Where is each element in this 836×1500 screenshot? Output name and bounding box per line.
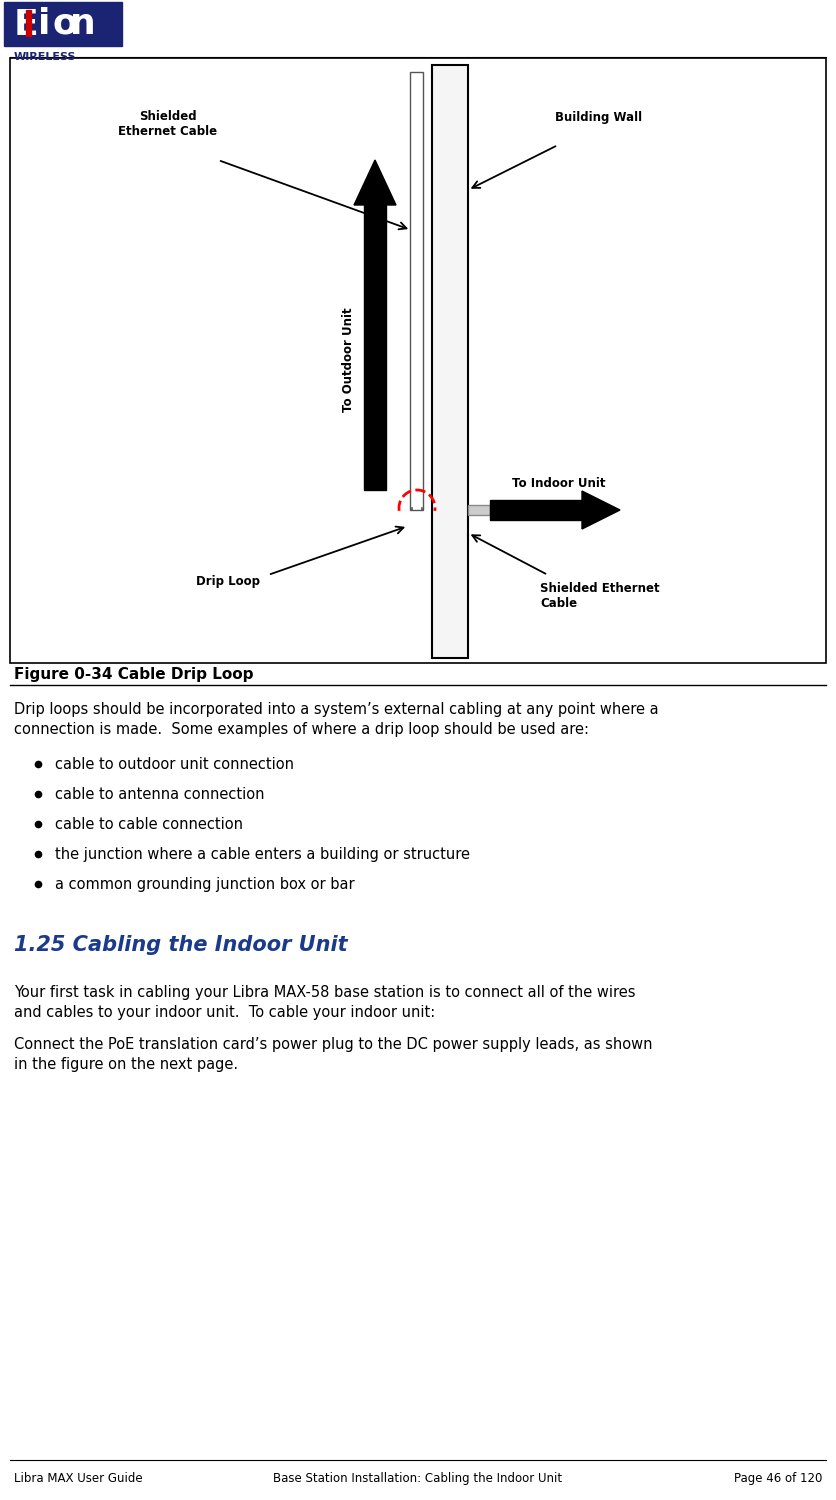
Text: Drip loops should be incorporated into a system’s external cabling at any point : Drip loops should be incorporated into a… [14,702,659,717]
Text: E: E [14,8,38,42]
Text: cable to outdoor unit connection: cable to outdoor unit connection [55,758,294,772]
Text: i: i [38,8,50,40]
Text: o: o [52,8,77,40]
Bar [468,506,490,515]
Text: Shielded Ethernet
Cable: Shielded Ethernet Cable [540,582,660,610]
Text: Shielded
Ethernet Cable: Shielded Ethernet Cable [119,110,217,138]
Text: To Indoor Unit: To Indoor Unit [512,477,605,490]
Text: Figure 0-34 Cable Drip Loop: Figure 0-34 Cable Drip Loop [14,668,253,682]
Bar [26,10,31,36]
Bar [364,206,386,490]
Text: WIRELESS: WIRELESS [14,53,77,62]
Text: in the figure on the next page.: in the figure on the next page. [14,1058,238,1072]
Polygon shape [582,490,620,530]
Text: Your first task in cabling your Libra MAX-58 base station is to connect all of t: Your first task in cabling your Libra MA… [14,986,635,1000]
Bar [490,500,582,520]
Text: and cables to your indoor unit.  To cable your indoor unit:: and cables to your indoor unit. To cable… [14,1005,436,1020]
Text: Base Station Installation: Cabling the Indoor Unit: Base Station Installation: Cabling the I… [273,1472,563,1485]
Text: connection is made.  Some examples of where a drip loop should be used are:: connection is made. Some examples of whe… [14,722,589,736]
Bar [410,72,423,510]
Text: the junction where a cable enters a building or structure: the junction where a cable enters a buil… [55,847,470,862]
Bar [10,58,826,663]
Bar [4,2,122,46]
Bar [432,64,468,658]
Polygon shape [354,160,396,206]
Text: 1.25 Cabling the Indoor Unit: 1.25 Cabling the Indoor Unit [14,934,348,956]
Text: Connect the PoE translation card’s power plug to the DC power supply leads, as s: Connect the PoE translation card’s power… [14,1036,653,1052]
Text: n: n [70,8,96,40]
Text: cable to cable connection: cable to cable connection [55,818,243,833]
Text: Page 46 of 120: Page 46 of 120 [734,1472,822,1485]
Text: a common grounding junction box or bar: a common grounding junction box or bar [55,878,354,892]
Text: Drip Loop: Drip Loop [196,576,260,588]
Text: Libra MAX User Guide: Libra MAX User Guide [14,1472,143,1485]
Text: To Outdoor Unit: To Outdoor Unit [341,308,354,413]
Text: Building Wall: Building Wall [555,111,642,125]
Text: cable to antenna connection: cable to antenna connection [55,788,264,802]
